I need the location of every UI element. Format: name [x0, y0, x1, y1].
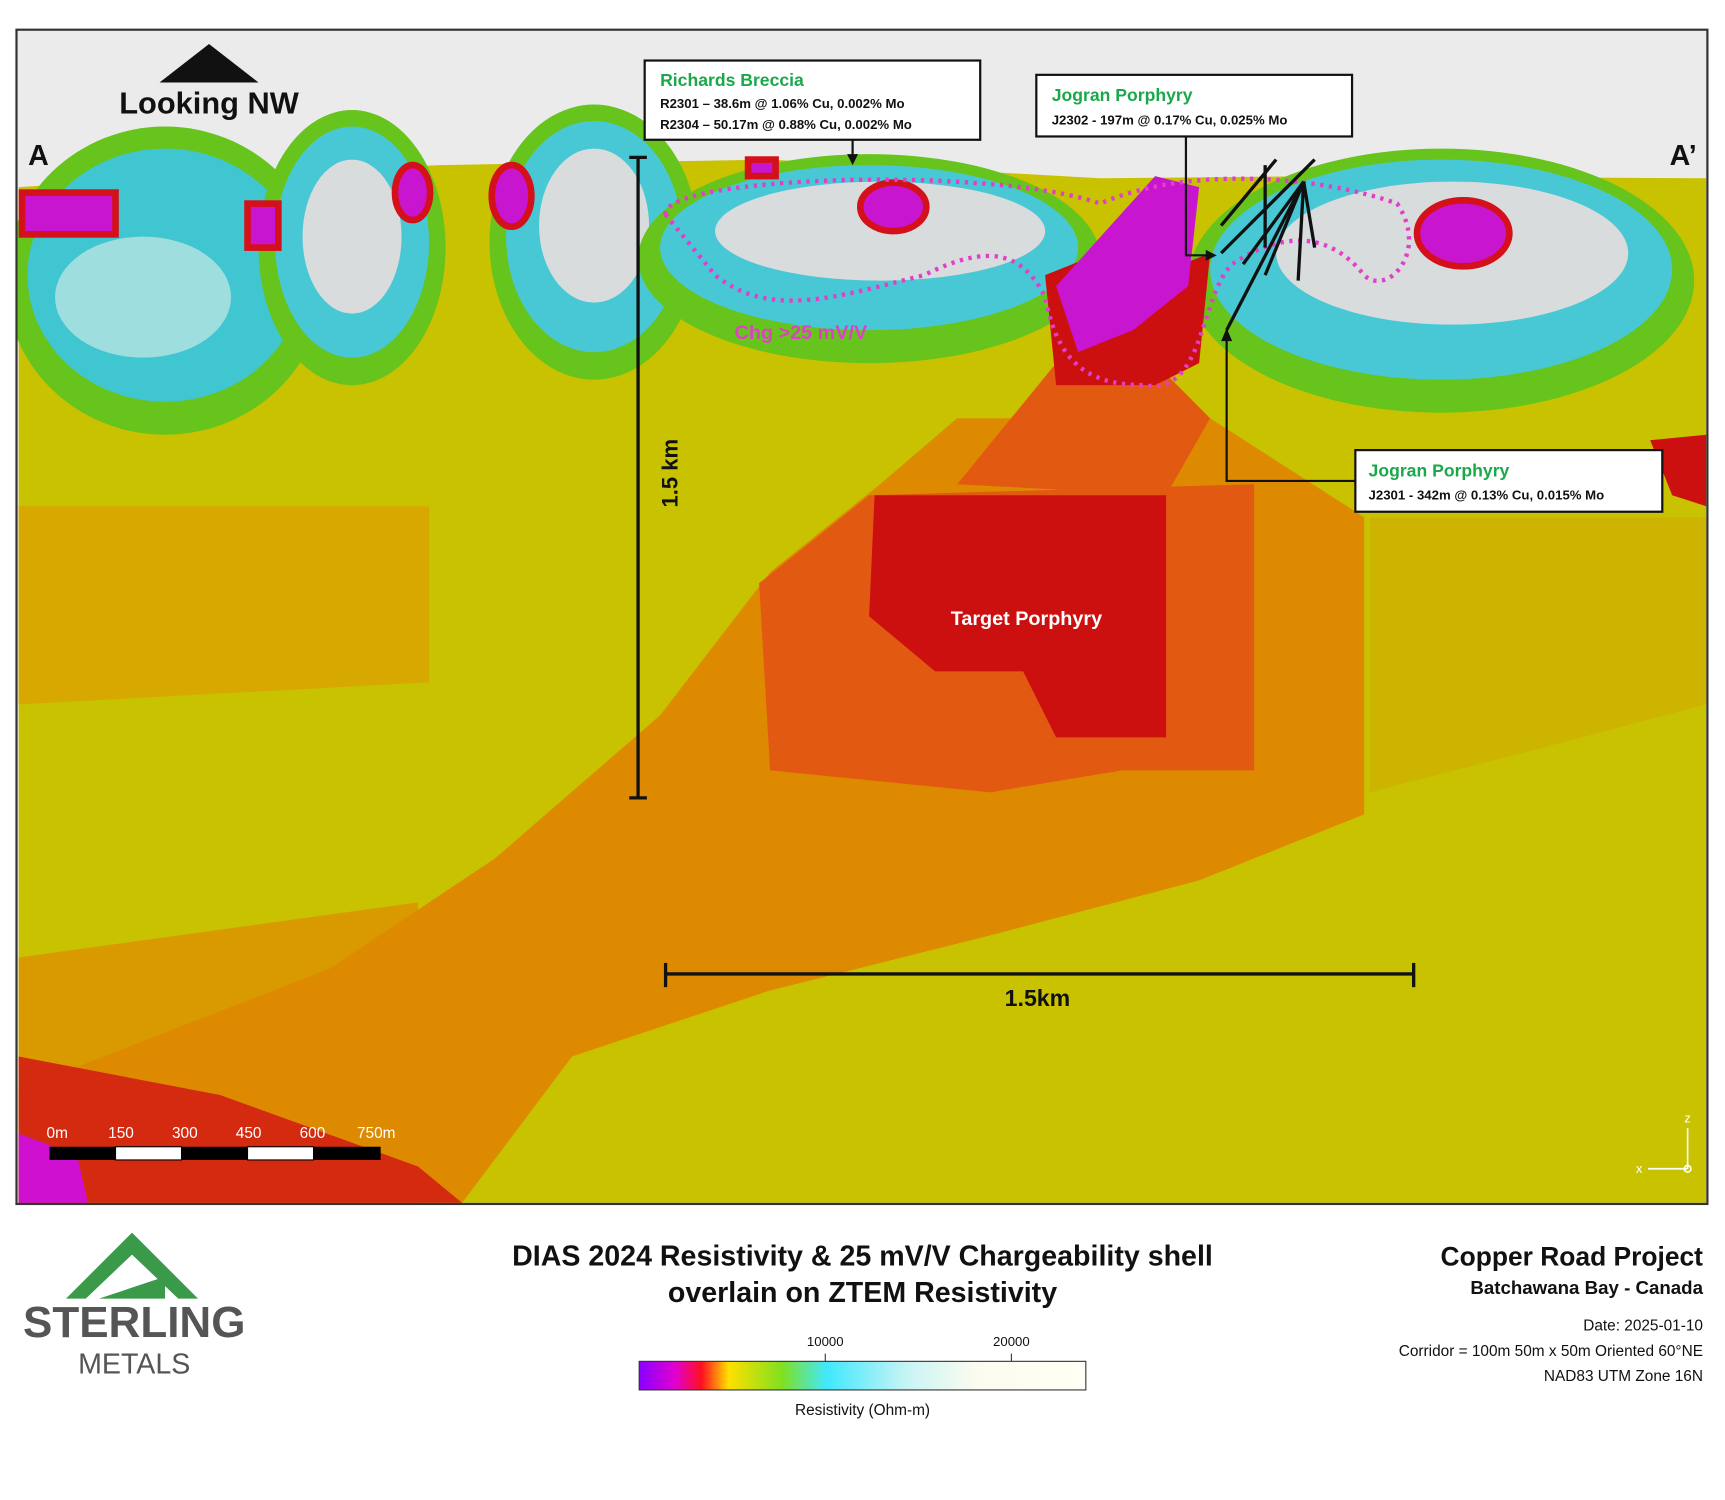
shape [1225, 180, 1306, 331]
callout-line: R2304 – 50.17m @ 0.88% Cu, 0.002% Mo [660, 117, 912, 132]
ztem-orange [1369, 517, 1707, 793]
shape [539, 148, 650, 303]
shape [1241, 180, 1305, 266]
axis-x: x [1636, 1161, 1643, 1176]
location: Batchawana Bay - Canada [1470, 1277, 1703, 1298]
ztem-magenta [1056, 176, 1200, 353]
shape [488, 161, 535, 231]
shape [1219, 158, 1278, 227]
shape [55, 236, 232, 358]
shape [1221, 327, 1233, 342]
project: Copper Road Project [1441, 1242, 1704, 1272]
ztem-red [18, 1056, 463, 1203]
shape [847, 154, 859, 166]
shape [744, 156, 779, 180]
ztem-magenta [18, 1133, 89, 1203]
shape [1205, 249, 1217, 261]
colorbar-tick-label: 10000 [807, 1334, 844, 1349]
drill-holes [1219, 158, 1317, 331]
logo-text: METALS [78, 1348, 190, 1380]
horizontal-scale [663, 962, 1416, 988]
callout-line: J2302 - 197m @ 0.17% Cu, 0.025% Mo [1052, 112, 1288, 127]
ztem-red [869, 495, 1167, 738]
shape [99, 1276, 166, 1299]
axis-z: z [1684, 1111, 1691, 1126]
section-end: A’ [1670, 140, 1697, 172]
ztem-red [1650, 434, 1707, 507]
map-frame [15, 28, 1709, 1206]
logo-text: STERLING [23, 1298, 245, 1347]
colorbar-tick-label: 20000 [993, 1334, 1030, 1349]
shape [18, 189, 119, 238]
metric-scale-bar [49, 1146, 381, 1161]
shape [302, 159, 402, 314]
date: Date: 2025-01-10 [1583, 1318, 1703, 1335]
section-start: A [28, 140, 49, 172]
callout-box [1035, 73, 1354, 138]
horizontal-scale-label: 1.5km [1005, 985, 1070, 1011]
target-label: Target Porphyry [951, 608, 1102, 630]
shape [1184, 136, 1208, 257]
colorbar-label: Resistivity (Ohm-m) [795, 1402, 930, 1419]
shape [181, 1146, 248, 1160]
corridor: Corridor = 100m 50m x 50m Oriented 60°NE [1399, 1343, 1703, 1360]
figure-title: overlain on ZTEM Resistivity [668, 1277, 1057, 1309]
vertical-scale-label: 1.5 km [658, 439, 683, 508]
shape [1413, 196, 1513, 270]
conductive-spots [18, 156, 1513, 270]
shape [313, 1146, 381, 1160]
shape [66, 1232, 199, 1299]
scale-bar-label: 750m [357, 1125, 395, 1142]
vertical-scale [629, 155, 647, 800]
callout-title: Jogran Porphyry [1052, 85, 1193, 105]
section: Looking NW A A’ Chg >25 mV/V Target Porp… [17, 30, 1707, 1203]
orientation-arrow [159, 44, 259, 83]
scale-bar-label: 450 [236, 1125, 262, 1142]
callout-box [643, 59, 982, 141]
logo: STERLING METALS [23, 1232, 245, 1380]
shape [114, 1146, 183, 1161]
orientation-label: Looking NW [119, 85, 300, 120]
scale-bar-label: 0m [47, 1125, 68, 1142]
colorbar [638, 1360, 1087, 1391]
arrow-heads [847, 154, 1233, 342]
shape [1683, 1164, 1692, 1173]
shape [1219, 158, 1316, 255]
colorbar-ticks: 10000 20000 [807, 1334, 1030, 1362]
shape [391, 161, 434, 224]
callout-title: Richards Breccia [660, 70, 804, 90]
callout-title: Jogran Porphyry [1369, 461, 1510, 481]
shape [244, 200, 282, 251]
shape [856, 179, 930, 235]
datum: NAD83 UTM Zone 16N [1544, 1368, 1703, 1385]
shape [1225, 335, 1356, 483]
figure-title: DIAS 2024 Resistivity & 25 mV/V Chargeab… [512, 1241, 1213, 1273]
shape [49, 1146, 116, 1160]
shape [1263, 180, 1306, 276]
scale-bar-label: 300 [172, 1125, 198, 1142]
ztem-red-orange [957, 363, 1211, 496]
ztem-orange [18, 506, 430, 705]
callout-line: J2301 - 342m @ 0.13% Cu, 0.015% Mo [1369, 488, 1605, 503]
shape [246, 1146, 315, 1161]
callout-box [1354, 449, 1664, 513]
scale-bar-labels: 0m 150 300 450 600 750m [47, 1125, 396, 1142]
chargeability-label: Chg >25 mV/V [735, 322, 868, 344]
scale-bar-label: 600 [300, 1125, 326, 1142]
axes-glyph [1647, 1128, 1692, 1173]
callout-line: R2301 – 38.6m @ 1.06% Cu, 0.002% Mo [660, 96, 904, 111]
shape [1302, 181, 1317, 248]
scale-bar-label: 150 [108, 1125, 134, 1142]
shape [1296, 181, 1306, 281]
